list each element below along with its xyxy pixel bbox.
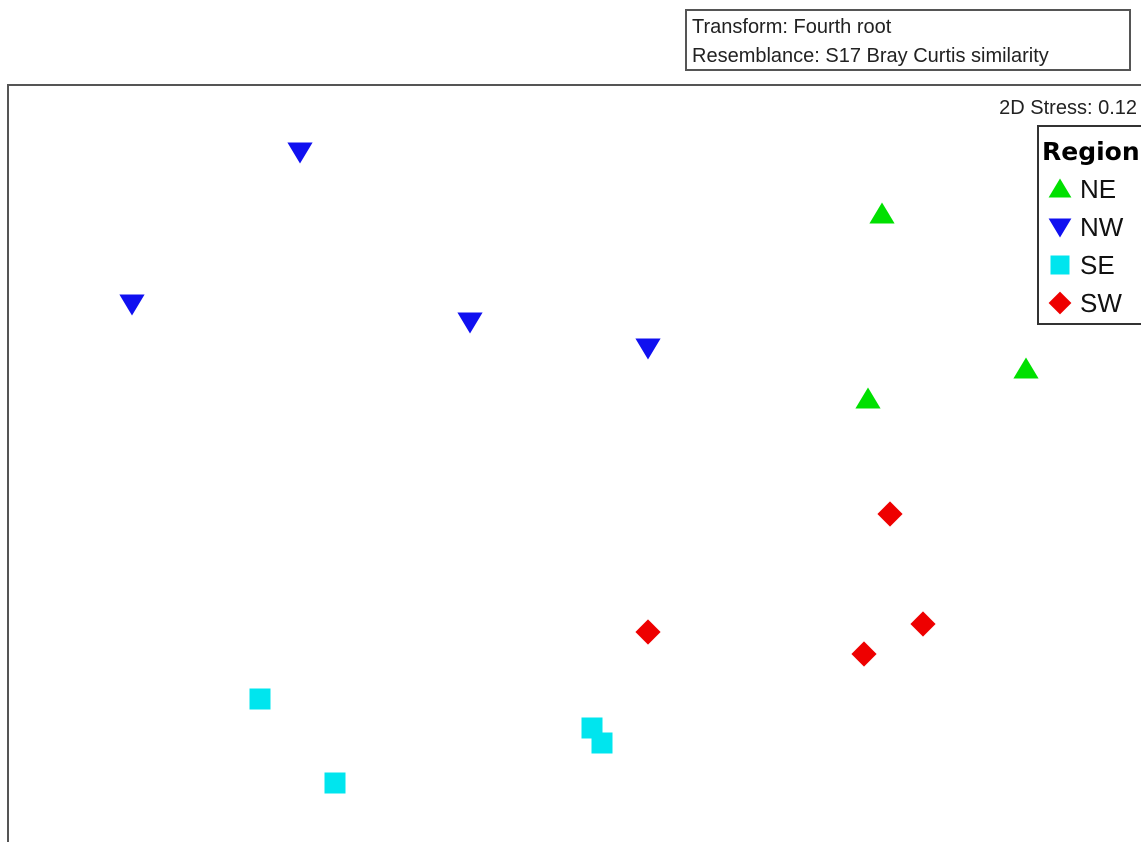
- point-se-1: [249, 688, 271, 710]
- legend-title: Region: [1042, 137, 1140, 166]
- point-ne-1: [869, 202, 895, 224]
- legend-marker-sw: [1048, 291, 1072, 315]
- transform-info-box: Transform: Fourth root Resemblance: S17 …: [685, 9, 1131, 71]
- transform-label: Transform: Fourth root: [692, 16, 892, 38]
- point-nw-3: [457, 312, 483, 334]
- point-nw-1: [287, 142, 313, 164]
- stress-label: 2D Stress: 0.12: [999, 97, 1137, 119]
- point-se-4: [324, 772, 346, 794]
- legend-marker-se: [1050, 255, 1070, 275]
- resemblance-label: Resemblance: S17 Bray Curtis similarity: [692, 45, 1049, 67]
- point-sw-2: [635, 619, 661, 645]
- point-ne-2: [855, 387, 881, 409]
- point-ne-3: [1013, 357, 1039, 379]
- legend-label-sw: SW: [1080, 288, 1122, 318]
- point-se-3: [591, 732, 613, 754]
- point-nw-4: [635, 338, 661, 360]
- plot-frame: [7, 84, 1141, 842]
- legend-label-se: SE: [1080, 250, 1115, 280]
- legend-marker-nw: [1048, 218, 1072, 238]
- point-sw-4: [851, 641, 877, 667]
- point-sw-3: [910, 611, 936, 637]
- legend-label-nw: NW: [1080, 212, 1124, 242]
- data-points: [119, 142, 1039, 794]
- legend-marker-ne: [1048, 178, 1072, 198]
- legend-label-ne: NE: [1080, 174, 1116, 204]
- legend: Region NE NW SE SW: [1037, 125, 1141, 325]
- point-sw-1: [877, 501, 903, 527]
- point-nw-2: [119, 294, 145, 316]
